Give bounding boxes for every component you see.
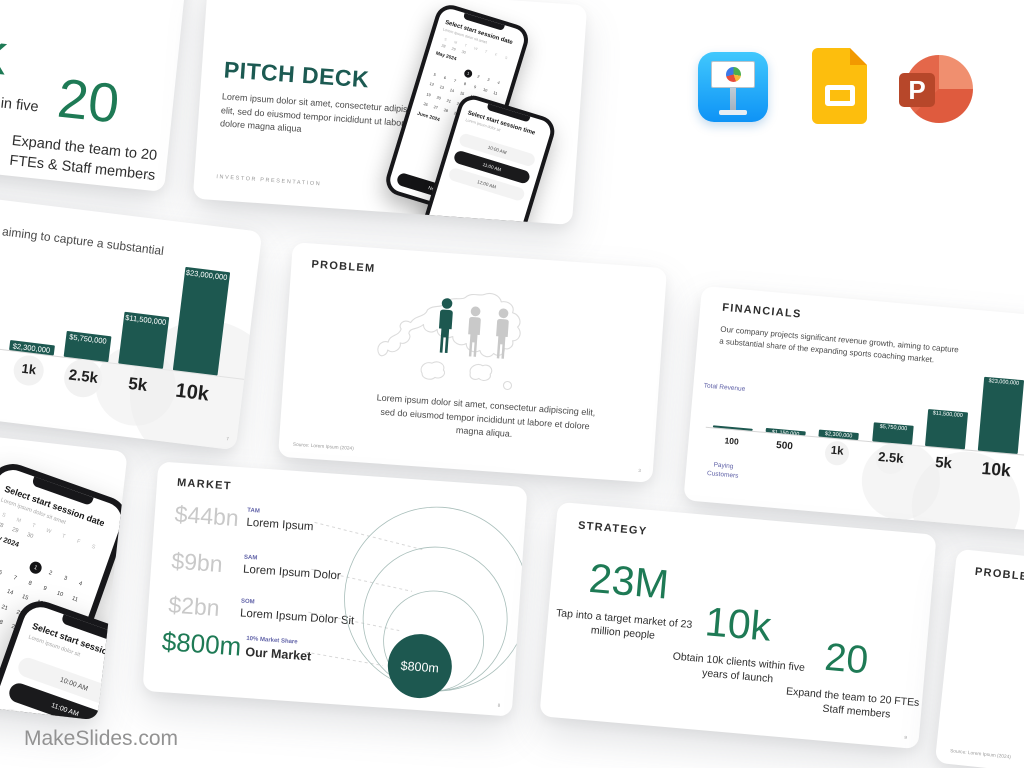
person-icon-gray — [496, 308, 509, 359]
page-number: 8 — [497, 702, 501, 708]
person-icon-gray — [468, 306, 481, 357]
sam-tag: SAM — [243, 554, 258, 562]
slide-problem: PROBLEM Lorem ipsum dolor sit amet, cons… — [277, 242, 668, 483]
stat-team: 20 — [822, 635, 870, 683]
bar-value-label: $11,500,000 — [932, 410, 964, 420]
som-amount: $2bn — [167, 591, 221, 621]
bar-category-label: 2.5k — [877, 448, 905, 467]
pitch-title: PITCH DECK — [222, 56, 370, 93]
stat-team-caption: Expand the team to 20 FTEs & Staff membe… — [785, 685, 930, 721]
bar-value-label: $5,750,000 — [68, 332, 108, 346]
revenue-bar: $11,500,000 — [924, 409, 969, 450]
keynote-pie-chart — [726, 67, 741, 82]
hongkong-map-outline — [377, 292, 521, 391]
bar-category-label: 100 — [724, 435, 740, 447]
brand-wordmark[interactable]: MakeSlides.com — [24, 727, 179, 750]
revenue-bar — [712, 425, 753, 431]
slide-phones-partial: Select start session date Lorem ipsum do… — [0, 397, 128, 721]
slide-strategy-partial: 10k Obtain 10k clients within five years… — [0, 0, 203, 193]
revenue-bar-chart: $2,300,000 1k $5,750,000 2.5k $11,500,000 5k $… — [0, 164, 262, 451]
revenue-bar-chart: 100 $1,150,000 500 $2,300,000 1k $5,750,000 2.… — [683, 286, 1024, 533]
bar-value-label: $23,000,000 — [988, 378, 1020, 387]
bubble-label: $800m — [400, 659, 439, 676]
calendar-day[interactable]: 11 — [492, 90, 498, 96]
problem-title: PROBLEM — [974, 565, 1024, 585]
slides-frame — [825, 85, 855, 106]
revenue-bar: $23,000,000 — [977, 376, 1024, 454]
problem-title: PROBLEM — [311, 258, 376, 275]
bar-category-label: 500 — [775, 439, 794, 453]
page-number: 9 — [146, 175, 150, 181]
bar-category-label: 2.5k — [67, 366, 99, 387]
strategy-title: STRATEGY — [577, 519, 648, 538]
bar-category-label: 10k — [980, 457, 1012, 481]
bar-value-label: $23,000,000 — [185, 267, 228, 282]
slide-problem-partial: PROBLEM Source: Lorem Ipsum (2024) — [934, 548, 1024, 768]
slide-financials: FINANCIALS Our company projects signific… — [683, 285, 1024, 534]
pitch-footer: INVESTOR PRESENTATION — [216, 174, 322, 188]
bar-value-label — [713, 425, 753, 429]
slide-financials-partial: Our company projects significant revenue… — [0, 163, 263, 451]
sam-amount: $9bn — [170, 547, 224, 578]
stat-clients: 10k — [703, 598, 774, 650]
keynote-stand — [730, 86, 736, 112]
stat-clients-caption: Obtain 10k clients within five years of … — [0, 80, 40, 116]
revenue-bar: $2,300,000 — [8, 339, 55, 356]
revenue-bar: $1,150,000 — [765, 427, 806, 436]
keynote-base — [719, 110, 747, 115]
som-tag: SOM — [240, 598, 255, 606]
ppt-letter: P — [908, 74, 926, 105]
stat-team: 20 — [54, 66, 123, 135]
tam-tag: TAM — [247, 507, 260, 515]
slide-market: MARKET $44bn TAM Lorem Ipsum $9bn SAM Lo… — [142, 461, 528, 717]
bar-value-label: $1,150,000 — [771, 429, 800, 436]
revenue-bar: $23,000,000 — [172, 266, 230, 376]
stat-market: 23M — [587, 554, 671, 608]
phone-time-mockup: Select start session time Lorem ipsum do… — [0, 594, 128, 721]
bar-value-label: $2,300,000 — [824, 431, 853, 440]
person-icon-teal — [438, 298, 453, 354]
source-note: Source: Lorem Ipsum (2024) — [949, 749, 1012, 761]
stat-clients-caption: Obtain 10k clients within five years of … — [672, 650, 806, 686]
calendar-day[interactable]: 11 — [71, 594, 79, 603]
bar-category-label: 10k — [174, 379, 211, 406]
stat-clients: 10k — [0, 13, 10, 88]
page-number: 3 — [638, 467, 642, 474]
our-market-bubble — [387, 634, 452, 699]
revenue-bar: $2,300,000 — [818, 429, 859, 441]
revenue-bar: $5,750,000 — [872, 422, 914, 445]
keynote-icon[interactable] — [698, 52, 768, 122]
market-nested-circles: $800m — [344, 506, 528, 699]
phone-mockups-group: Select start session date Lorem ipsum do… — [0, 457, 128, 721]
slide-strategy: STRATEGY 23M Tap into a target market of… — [539, 501, 937, 750]
tam-amount: $44bn — [173, 500, 240, 532]
revenue-bar: $11,500,000 — [117, 311, 169, 369]
slides-fold — [850, 48, 867, 65]
google-slides-icon[interactable] — [812, 48, 867, 124]
slide-pitch-deck: PITCH DECK Lorem ipsum dolor sit amet, c… — [192, 0, 588, 225]
calendar-day[interactable]: 4 — [496, 80, 501, 86]
powerpoint-icon[interactable]: P — [899, 51, 973, 127]
ppt-square: P — [899, 73, 935, 107]
revenue-bar: $5,750,000 — [63, 330, 111, 363]
bar-category-label: 5k — [127, 373, 149, 395]
calendar-day[interactable]: 4 — [77, 580, 83, 587]
page-number: 9 — [904, 734, 908, 741]
bar-value-label: $2,300,000 — [12, 341, 51, 355]
bar-category-label: 1k — [830, 444, 845, 458]
stat-market-caption: Tap into a target market of 23 million p… — [555, 607, 693, 642]
stat-team-caption: Expand the team to 20 FTEs & Staff membe… — [8, 132, 158, 184]
bar-category-label: 1k — [20, 360, 37, 378]
bar-value-label: $5,750,000 — [879, 423, 908, 433]
bar-value-label: $11,500,000 — [124, 312, 167, 327]
our-market-amount: $800m — [160, 626, 243, 662]
source-note: Source: Lorem Ipsum (2024) — [292, 442, 354, 452]
